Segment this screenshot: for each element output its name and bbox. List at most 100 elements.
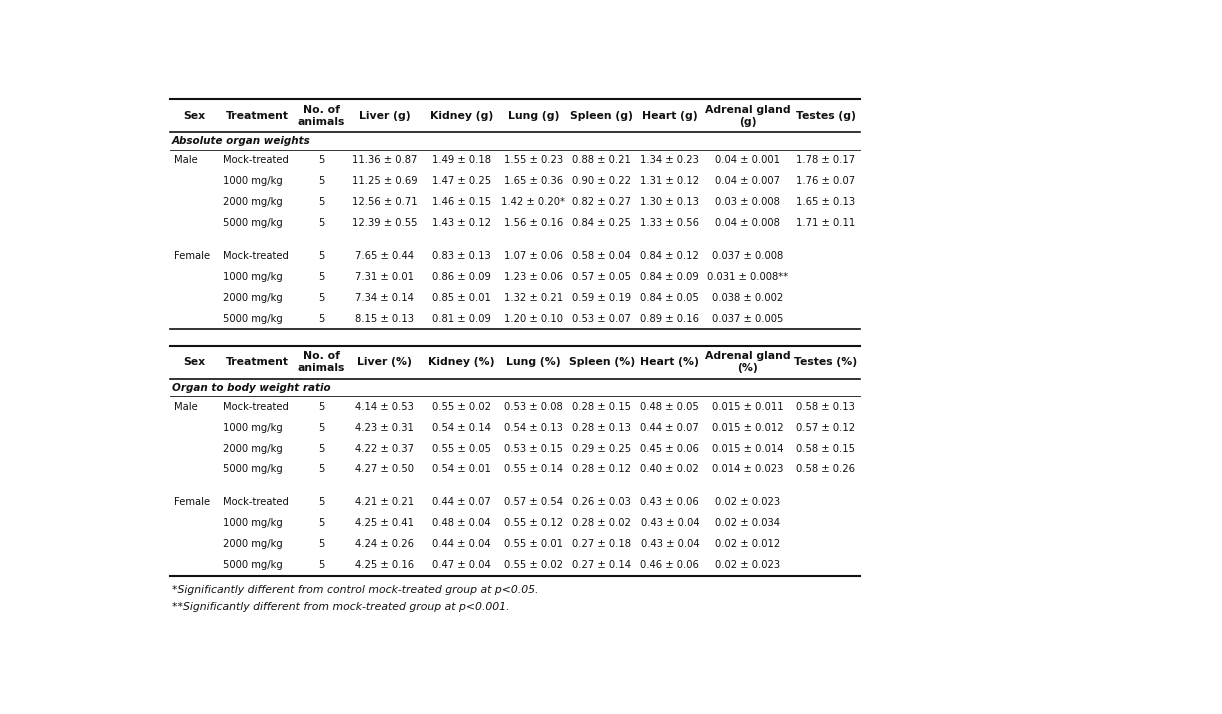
Text: 0.29 ± 0.25: 0.29 ± 0.25: [572, 443, 632, 453]
Text: 5: 5: [318, 176, 325, 186]
Text: 1.55 ± 0.23: 1.55 ± 0.23: [503, 156, 563, 166]
Text: 0.02 ± 0.023: 0.02 ± 0.023: [715, 498, 780, 508]
Text: 1.30 ± 0.13: 1.30 ± 0.13: [640, 197, 699, 207]
Text: 0.015 ± 0.011: 0.015 ± 0.011: [711, 402, 783, 412]
Text: 0.037 ± 0.008: 0.037 ± 0.008: [712, 251, 783, 261]
Text: 4.25 ± 0.41: 4.25 ± 0.41: [356, 518, 414, 528]
Text: 8.15 ± 0.13: 8.15 ± 0.13: [356, 313, 414, 323]
Text: 1.65 ± 0.13: 1.65 ± 0.13: [796, 197, 855, 207]
Text: Sex: Sex: [183, 111, 205, 121]
Text: 0.037 ± 0.005: 0.037 ± 0.005: [711, 313, 783, 323]
Text: 5: 5: [318, 443, 325, 453]
Text: 4.14 ± 0.53: 4.14 ± 0.53: [356, 402, 414, 412]
Text: 0.43 ± 0.04: 0.43 ± 0.04: [640, 539, 699, 549]
Text: 1.78 ± 0.17: 1.78 ± 0.17: [796, 156, 855, 166]
Text: 7.65 ± 0.44: 7.65 ± 0.44: [356, 251, 414, 261]
Text: 1.47 ± 0.25: 1.47 ± 0.25: [431, 176, 491, 186]
Text: Heart (%): Heart (%): [640, 357, 699, 367]
Text: 1.31 ± 0.12: 1.31 ± 0.12: [640, 176, 699, 186]
Text: 0.44 ± 0.07: 0.44 ± 0.07: [640, 423, 699, 433]
Text: 5: 5: [318, 498, 325, 508]
Text: 0.53 ± 0.07: 0.53 ± 0.07: [572, 313, 631, 323]
Text: 0.54 ± 0.13: 0.54 ± 0.13: [503, 423, 563, 433]
Text: 5: 5: [318, 156, 325, 166]
Text: 0.27 ± 0.14: 0.27 ± 0.14: [572, 560, 631, 570]
Text: 1.32 ± 0.21: 1.32 ± 0.21: [503, 293, 563, 303]
Text: 1.49 ± 0.18: 1.49 ± 0.18: [433, 156, 491, 166]
Text: 1.23 ± 0.06: 1.23 ± 0.06: [503, 272, 563, 282]
Text: 2000 mg/kg: 2000 mg/kg: [222, 539, 282, 549]
Text: 0.82 ± 0.27: 0.82 ± 0.27: [572, 197, 631, 207]
Text: 1.56 ± 0.16: 1.56 ± 0.16: [503, 218, 563, 228]
Text: 1000 mg/kg: 1000 mg/kg: [222, 423, 282, 433]
Text: 0.55 ± 0.05: 0.55 ± 0.05: [433, 443, 491, 453]
Text: 0.28 ± 0.13: 0.28 ± 0.13: [572, 423, 631, 433]
Text: 0.84 ± 0.12: 0.84 ± 0.12: [640, 251, 699, 261]
Text: 4.25 ± 0.16: 4.25 ± 0.16: [356, 560, 414, 570]
Text: No. of
animals: No. of animals: [298, 105, 345, 127]
Text: 4.23 ± 0.31: 4.23 ± 0.31: [356, 423, 414, 433]
Text: 5: 5: [318, 313, 325, 323]
Text: *Significantly different from control mock-treated group at p<0.05.: *Significantly different from control mo…: [171, 585, 538, 595]
Text: 5000 mg/kg: 5000 mg/kg: [222, 560, 282, 570]
Text: 0.04 ± 0.008: 0.04 ± 0.008: [715, 218, 780, 228]
Text: 5000 mg/kg: 5000 mg/kg: [222, 313, 282, 323]
Text: 0.53 ± 0.08: 0.53 ± 0.08: [505, 402, 563, 412]
Text: 0.57 ± 0.54: 0.57 ± 0.54: [503, 498, 563, 508]
Text: Absolute organ weights: Absolute organ weights: [171, 136, 310, 146]
Text: 0.55 ± 0.12: 0.55 ± 0.12: [503, 518, 563, 528]
Text: Mock-treated: Mock-treated: [222, 251, 288, 261]
Text: 2000 mg/kg: 2000 mg/kg: [222, 293, 282, 303]
Text: 0.54 ± 0.14: 0.54 ± 0.14: [433, 423, 491, 433]
Text: 0.038 ± 0.002: 0.038 ± 0.002: [712, 293, 783, 303]
Text: 0.44 ± 0.07: 0.44 ± 0.07: [433, 498, 491, 508]
Text: 0.28 ± 0.12: 0.28 ± 0.12: [572, 464, 631, 474]
Text: 5: 5: [318, 197, 325, 207]
Text: Mock-treated: Mock-treated: [222, 498, 288, 508]
Text: 5: 5: [318, 539, 325, 549]
Text: 0.57 ± 0.12: 0.57 ± 0.12: [796, 423, 855, 433]
Text: 1.07 ± 0.06: 1.07 ± 0.06: [503, 251, 563, 261]
Text: 7.31 ± 0.01: 7.31 ± 0.01: [356, 272, 414, 282]
Text: **Significantly different from mock-treated group at p<0.001.: **Significantly different from mock-trea…: [171, 602, 510, 612]
Text: Sex: Sex: [183, 357, 205, 367]
Text: 4.27 ± 0.50: 4.27 ± 0.50: [356, 464, 414, 474]
Text: Male: Male: [174, 402, 197, 412]
Text: 0.44 ± 0.04: 0.44 ± 0.04: [433, 539, 491, 549]
Text: 0.84 ± 0.09: 0.84 ± 0.09: [640, 272, 699, 282]
Text: 5: 5: [318, 251, 325, 261]
Text: 0.55 ± 0.01: 0.55 ± 0.01: [503, 539, 563, 549]
Text: 0.27 ± 0.18: 0.27 ± 0.18: [572, 539, 631, 549]
Text: Liver (g): Liver (g): [359, 111, 411, 121]
Text: Lung (%): Lung (%): [506, 357, 561, 367]
Text: 0.58 ± 0.15: 0.58 ± 0.15: [796, 443, 855, 453]
Text: 0.84 ± 0.05: 0.84 ± 0.05: [640, 293, 699, 303]
Text: Treatment: Treatment: [226, 357, 290, 367]
Text: 12.56 ± 0.71: 12.56 ± 0.71: [352, 197, 418, 207]
Text: 0.40 ± 0.02: 0.40 ± 0.02: [640, 464, 699, 474]
Text: Mock-treated: Mock-treated: [222, 156, 288, 166]
Text: 11.36 ± 0.87: 11.36 ± 0.87: [352, 156, 418, 166]
Text: 11.25 ± 0.69: 11.25 ± 0.69: [352, 176, 418, 186]
Text: 0.54 ± 0.01: 0.54 ± 0.01: [433, 464, 491, 474]
Text: Spleen (g): Spleen (g): [571, 111, 633, 121]
Text: Kidney (g): Kidney (g): [430, 111, 494, 121]
Text: 1000 mg/kg: 1000 mg/kg: [222, 518, 282, 528]
Text: 12.39 ± 0.55: 12.39 ± 0.55: [352, 218, 418, 228]
Text: 5: 5: [318, 218, 325, 228]
Text: 0.02 ± 0.023: 0.02 ± 0.023: [715, 560, 780, 570]
Text: 0.031 ± 0.008**: 0.031 ± 0.008**: [706, 272, 788, 282]
Text: Kidney (%): Kidney (%): [428, 357, 495, 367]
Text: 0.58 ± 0.04: 0.58 ± 0.04: [572, 251, 631, 261]
Text: 2000 mg/kg: 2000 mg/kg: [222, 443, 282, 453]
Text: 1.76 ± 0.07: 1.76 ± 0.07: [796, 176, 855, 186]
Text: 5: 5: [318, 518, 325, 528]
Text: 0.55 ± 0.02: 0.55 ± 0.02: [503, 560, 563, 570]
Text: 4.22 ± 0.37: 4.22 ± 0.37: [356, 443, 414, 453]
Text: 7.34 ± 0.14: 7.34 ± 0.14: [356, 293, 414, 303]
Text: Testes (g): Testes (g): [796, 111, 855, 121]
Text: 1.42 ± 0.20*: 1.42 ± 0.20*: [501, 197, 566, 207]
Text: 5: 5: [318, 402, 325, 412]
Text: Adrenal gland
(%): Adrenal gland (%): [705, 351, 791, 373]
Text: 0.58 ± 0.13: 0.58 ± 0.13: [797, 402, 855, 412]
